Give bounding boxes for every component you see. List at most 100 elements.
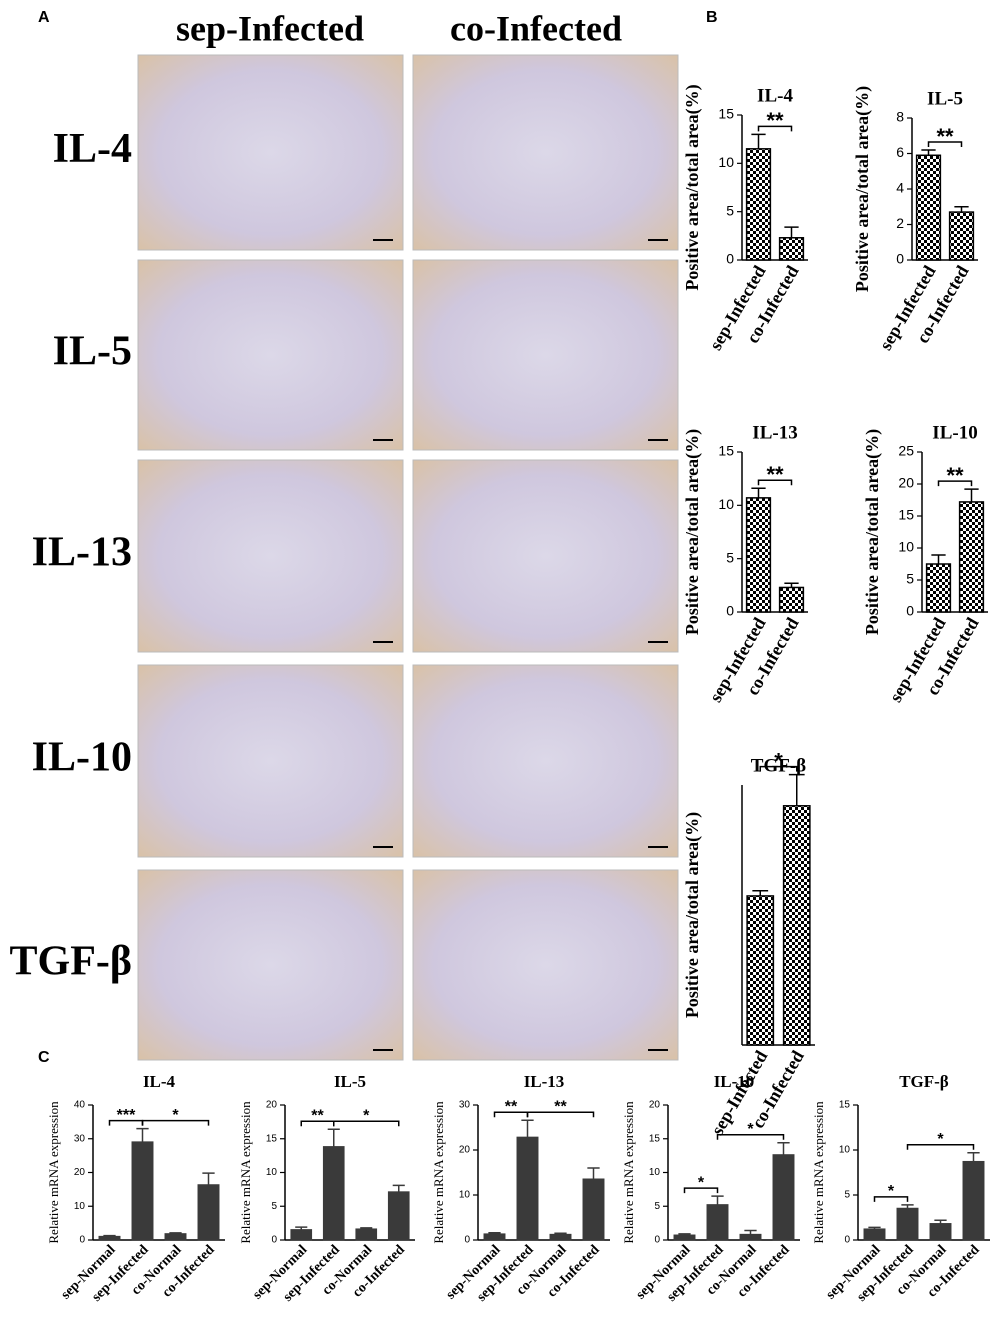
bar — [948, 211, 975, 261]
error-bar — [327, 1128, 340, 1147]
bar — [962, 1160, 985, 1241]
micrographs — [137, 54, 679, 1061]
y-tick-label: 15 — [718, 106, 734, 122]
y-axis-label: Relative mRNA expression — [238, 1101, 253, 1244]
row-label: IL-4 — [53, 126, 132, 172]
error-bar — [488, 1232, 501, 1235]
significance-label: ** — [766, 462, 784, 487]
error-bar — [169, 1232, 182, 1234]
bar — [164, 1233, 187, 1241]
bar — [863, 1228, 886, 1241]
error-bar — [964, 488, 979, 502]
column-title: co-Infected — [450, 8, 622, 48]
y-tick-label: 6 — [896, 144, 904, 160]
y-tick-label: 25 — [898, 443, 914, 459]
significance-bracket — [906, 1143, 975, 1150]
y-tick-label: 20 — [459, 1145, 471, 1156]
y-tick-label: 8 — [896, 109, 904, 125]
bar — [745, 497, 772, 613]
significance-label: * — [363, 1108, 370, 1125]
y-tick-label: 0 — [654, 1235, 660, 1246]
bar — [355, 1228, 378, 1241]
y-axis-label: Positive area/total area(%) — [682, 84, 703, 290]
significance-label: ** — [946, 463, 964, 488]
row-label: IL-13 — [32, 530, 132, 576]
panel-label: A — [38, 9, 50, 26]
y-axis-label: Relative mRNA expression — [621, 1101, 636, 1244]
micrograph — [412, 459, 679, 653]
significance-label: * — [172, 1107, 179, 1124]
row-label: IL-5 — [53, 329, 132, 375]
error-bar — [751, 487, 766, 498]
error-bar — [711, 1195, 724, 1205]
bar — [772, 1154, 795, 1241]
y-tick-label: 15 — [266, 1133, 278, 1144]
y-axis-label: Positive area/total area(%) — [862, 429, 883, 635]
error-bar — [392, 1184, 405, 1193]
y-tick-label: 10 — [74, 1201, 86, 1212]
y-tick-label: 20 — [266, 1100, 278, 1111]
y-axis-label: Positive area/total area(%) — [682, 429, 703, 635]
bar — [739, 1233, 762, 1241]
error-bar — [752, 889, 769, 896]
error-bar — [554, 1232, 567, 1235]
error-bar — [521, 1119, 534, 1138]
significance-bracket — [757, 479, 793, 486]
bar — [290, 1229, 313, 1241]
y-tick-label: 30 — [459, 1100, 471, 1111]
significance-label: * — [937, 1131, 944, 1148]
y-tick-label: 0 — [906, 603, 914, 619]
significance-label: ** — [505, 1099, 518, 1116]
panel-label: C — [38, 1049, 50, 1066]
y-tick-label: 0 — [726, 603, 734, 619]
significance-bracket — [759, 765, 798, 772]
y-tick-label: 15 — [898, 507, 914, 523]
y-tick-label: 5 — [844, 1190, 850, 1201]
y-tick-label: 20 — [898, 475, 914, 491]
error-bar — [868, 1226, 881, 1230]
column-title: sep-Infected — [176, 8, 364, 48]
chart-title: IL-5 — [927, 88, 963, 109]
error-bar — [744, 1229, 757, 1235]
bar — [746, 895, 775, 1046]
bar — [778, 586, 805, 613]
significance-label: ** — [311, 1108, 324, 1125]
micrograph — [412, 54, 679, 251]
chart-title: IL-13 — [752, 422, 797, 443]
bar — [925, 563, 952, 613]
error-bar — [295, 1226, 308, 1230]
significance-bracket — [927, 141, 963, 147]
significance-bracket — [683, 1187, 719, 1194]
micrograph — [412, 869, 679, 1061]
y-tick-label: 15 — [649, 1133, 661, 1144]
bar — [98, 1235, 121, 1241]
error-bar — [931, 554, 946, 564]
significance-bracket — [873, 1196, 909, 1202]
panel-label: B — [706, 9, 718, 26]
y-tick-label: 0 — [79, 1235, 85, 1246]
significance-bracket — [757, 125, 793, 132]
y-axis-label: Relative mRNA expression — [811, 1101, 826, 1244]
y-tick-label: 0 — [844, 1235, 850, 1246]
significance-bracket — [526, 1111, 595, 1118]
y-tick-label: 5 — [654, 1201, 660, 1212]
y-tick-label: 5 — [906, 571, 914, 587]
error-bar — [103, 1234, 116, 1237]
y-tick-label: 2 — [896, 215, 904, 231]
y-axis-label: Positive area/total area(%) — [852, 86, 873, 292]
significance-bracket — [141, 1119, 210, 1126]
y-axis-label: Relative mRNA expression — [431, 1101, 446, 1244]
error-bar — [751, 133, 766, 149]
bar — [958, 501, 985, 613]
y-tick-label: 0 — [726, 251, 734, 267]
error-bar — [921, 149, 936, 156]
y-axis-label: Positive area/total area(%) — [682, 812, 703, 1018]
y-tick-label: 10 — [459, 1190, 471, 1201]
error-bar — [784, 582, 799, 588]
error-bar — [678, 1233, 691, 1236]
error-bar — [901, 1204, 914, 1209]
significance-bracket — [716, 1134, 785, 1140]
bar — [549, 1233, 572, 1241]
micrograph — [412, 664, 679, 858]
